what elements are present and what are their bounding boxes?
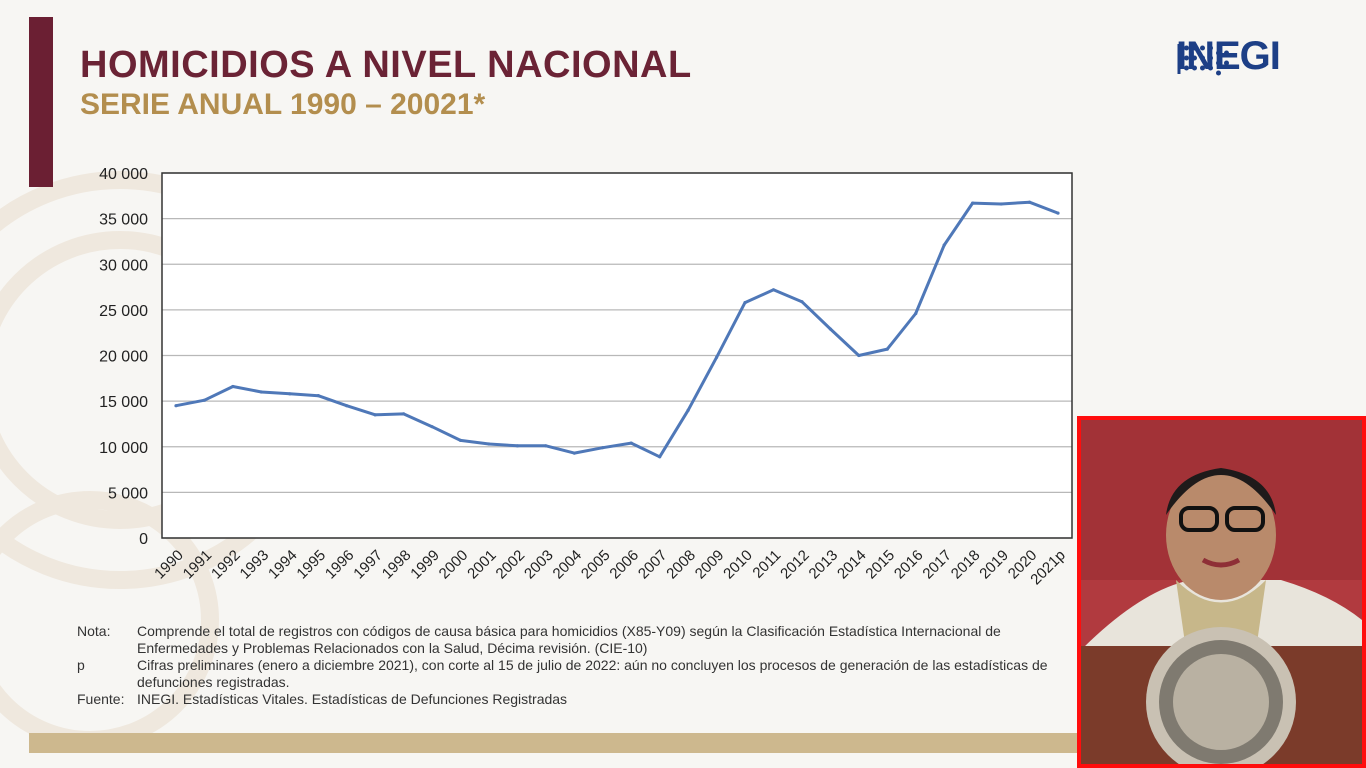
data-point (288, 392, 292, 396)
x-tick-label: 1997 (350, 547, 386, 583)
data-point (743, 300, 747, 305)
y-tick-label: 15 000 (99, 394, 148, 411)
data-point (771, 288, 776, 292)
note-text: Comprende el total de registros con códi… (137, 623, 1001, 656)
data-point (544, 444, 548, 448)
y-tick-label: 30 000 (99, 257, 148, 274)
x-tick-label: 1995 (293, 547, 329, 583)
data-point (515, 444, 520, 448)
x-tick-label: 2017 (919, 547, 955, 583)
data-point (259, 390, 263, 394)
x-tick-label: 1999 (407, 547, 443, 583)
data-point (430, 425, 434, 429)
data-point (971, 201, 975, 205)
x-tick-label: 2009 (692, 547, 728, 583)
x-tick-label: 2007 (635, 547, 671, 583)
x-tick-label: 1993 (237, 547, 273, 583)
data-point (800, 300, 804, 304)
data-point (316, 394, 320, 398)
x-tick-label: 1998 (379, 547, 415, 583)
x-tick-label: 1991 (180, 547, 216, 583)
logo-text: INEGI (1176, 34, 1281, 78)
x-tick-label: 2010 (720, 547, 756, 583)
data-point (828, 327, 832, 331)
data-point (1027, 200, 1032, 204)
x-tick-label: 1992 (208, 547, 244, 583)
data-point (714, 355, 719, 359)
note-label: p (77, 657, 85, 673)
y-tick-label: 0 (139, 531, 148, 548)
x-tick-label: 2006 (606, 547, 642, 583)
data-point (231, 384, 235, 389)
data-point (345, 404, 349, 408)
data-point (1056, 211, 1060, 215)
inegi-logo-icon (1177, 44, 1229, 76)
y-tick-label: 25 000 (99, 303, 148, 320)
data-point (402, 412, 406, 416)
y-tick-label: 10 000 (99, 440, 148, 457)
x-tick-label: 2011 (749, 547, 784, 582)
x-tick-label: 2016 (891, 547, 927, 583)
x-tick-label: 2005 (578, 547, 614, 583)
x-tick-label: 2013 (806, 547, 842, 583)
note-label: Nota: (77, 623, 111, 639)
data-point (629, 441, 633, 445)
x-tick-label: 2018 (948, 547, 984, 583)
x-tick-label: 2000 (436, 547, 472, 583)
data-point (458, 438, 463, 442)
y-tick-label: 40 000 (99, 166, 148, 183)
x-tick-label: 2008 (663, 547, 699, 583)
speaker-video-illustration (1081, 420, 1362, 764)
data-point (487, 442, 491, 446)
data-point (885, 347, 889, 351)
accent-bar (29, 17, 53, 187)
data-point (686, 408, 690, 412)
data-point (202, 398, 207, 402)
data-point (373, 413, 377, 417)
x-tick-label: 2003 (521, 547, 557, 583)
slide-title: HOMICIDIOS A NIVEL NACIONAL (80, 44, 692, 86)
x-tick-label: 2001 (464, 547, 500, 583)
notes-section: Nota: Comprende el total de registros co… (77, 623, 1087, 708)
y-tick-label: 5 000 (108, 485, 148, 502)
data-point (999, 202, 1003, 206)
data-point (174, 404, 178, 408)
note-text: Cifras preliminares (enero a diciembre 2… (137, 657, 1048, 690)
x-tick-label: 2015 (862, 547, 898, 583)
x-tick-label: 2004 (550, 547, 586, 583)
note-text: INEGI. Estadísticas Vitales. Estadística… (137, 691, 568, 707)
homicides-line-chart: 0 5 000 10 000 15 000 20 000 25 000 30 000 35 0… (99, 166, 1073, 588)
x-tick-label: 2012 (777, 547, 813, 583)
y-tick-label: 35 000 (99, 212, 148, 229)
footer-band (29, 733, 1084, 753)
plot-border (161, 172, 1073, 539)
note-row: Nota: Comprende el total de registros co… (77, 623, 1087, 657)
note-label: Fuente: (77, 691, 125, 707)
data-point (914, 311, 918, 316)
x-tick-label: 1996 (322, 547, 358, 583)
x-tick-label: 1994 (265, 547, 301, 583)
x-tick-label: 1990 (151, 547, 187, 583)
data-point (658, 455, 662, 459)
data-point (601, 446, 605, 450)
x-tick-label: 2019 (976, 547, 1012, 583)
slide-subtitle: SERIE ANUAL 1990 – 20021* (80, 88, 486, 121)
series-line (175, 200, 1059, 459)
x-tick-label: 2002 (493, 547, 529, 583)
data-point (942, 243, 946, 247)
data-point (572, 451, 576, 455)
note-row: Fuente: INEGI. Estadísticas Vitales. Est… (77, 691, 1087, 708)
note-row: p Cifras preliminares (enero a diciembre… (77, 657, 1087, 691)
video-inset (1077, 416, 1366, 768)
data-point (857, 353, 861, 358)
x-tick-label: 2014 (834, 547, 870, 583)
y-tick-label: 20 000 (99, 349, 148, 366)
